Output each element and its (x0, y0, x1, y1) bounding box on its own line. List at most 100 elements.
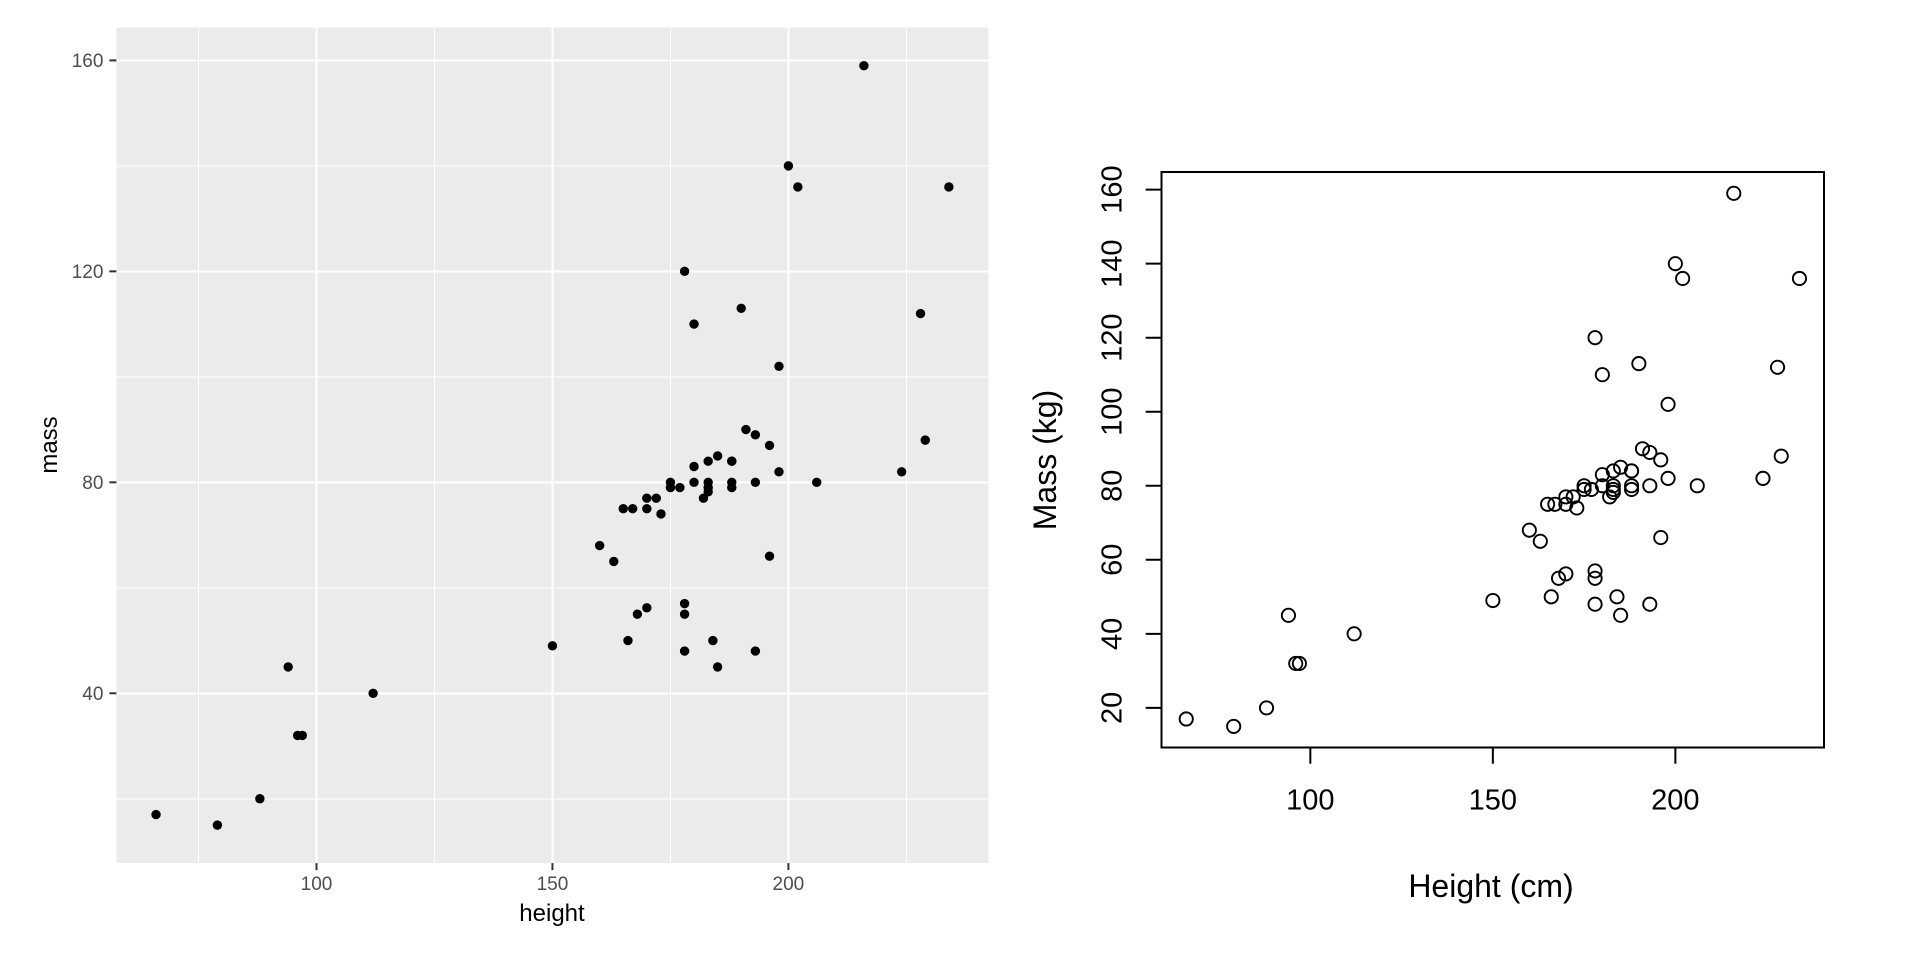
data-point (212, 820, 223, 830)
x-tick-label: 200 (1651, 785, 1699, 817)
data-point (1653, 530, 1669, 546)
data-point (1770, 359, 1786, 375)
data-point (609, 556, 619, 567)
data-point (1642, 596, 1658, 612)
data-point (1605, 478, 1621, 494)
data-point (1653, 452, 1669, 468)
data-point (727, 482, 737, 493)
data-point (1605, 481, 1621, 498)
data-point (665, 477, 676, 488)
data-point (1689, 478, 1705, 494)
data-point (1594, 367, 1610, 383)
y-tick-label: 40 (82, 684, 103, 705)
y-tick-label: 100 (1097, 388, 1129, 436)
data-point (594, 540, 605, 551)
data-point (689, 477, 699, 488)
data-point (703, 456, 713, 466)
y-tick-label: 160 (1097, 165, 1129, 213)
data-point (1609, 589, 1625, 605)
data-point (1576, 478, 1592, 494)
data-point (1624, 481, 1640, 498)
data-point (642, 493, 652, 503)
data-point (1558, 496, 1574, 512)
data-point (1613, 459, 1629, 475)
data-point (151, 809, 161, 820)
data-point (774, 467, 784, 477)
data-point (642, 603, 652, 613)
data-point (812, 477, 822, 488)
data-point (297, 730, 308, 741)
y-tick-label: 80 (1097, 470, 1129, 502)
data-point (675, 482, 685, 493)
data-point (736, 303, 746, 313)
data-point (656, 509, 666, 519)
data-point (1587, 330, 1603, 346)
data-point (1755, 470, 1771, 486)
data-point (1587, 570, 1603, 586)
data-point (1594, 467, 1610, 483)
data-point (1226, 718, 1242, 734)
y-tick-label: 40 (1097, 618, 1129, 650)
data-point (1583, 481, 1599, 498)
data-point (708, 635, 718, 646)
data-point (1576, 481, 1592, 498)
y-tick-label: 20 (1097, 692, 1129, 724)
left-y-axis-title: mass (36, 416, 63, 473)
x-tick-label: 100 (1286, 785, 1334, 817)
data-point (679, 646, 690, 656)
x-tick-label: 200 (773, 874, 805, 895)
right-y-axis-title: Mass (kg) (1027, 390, 1063, 530)
data-point (1291, 655, 1307, 671)
data-point (1642, 478, 1658, 494)
x-tick-label: 150 (537, 874, 569, 895)
data-point (896, 467, 907, 477)
data-point (764, 551, 775, 561)
data-point (1791, 270, 1808, 287)
y-tick-label: 140 (1097, 239, 1129, 287)
data-point (1485, 592, 1501, 609)
x-tick-label: 100 (301, 874, 333, 895)
data-point (651, 493, 661, 503)
data-point (1675, 270, 1691, 287)
y-tick-label: 120 (72, 262, 104, 283)
data-point (1660, 470, 1676, 486)
data-point (1660, 396, 1676, 412)
data-point (764, 440, 775, 451)
data-point (1642, 444, 1658, 460)
left-scatter-plot: 100 150 200 40 80 120 160 height mass (36, 27, 989, 927)
data-point (1587, 563, 1603, 579)
y-tick-label: 80 (82, 473, 103, 494)
data-point (1178, 711, 1194, 727)
data-point (1587, 596, 1603, 612)
data-point (1521, 522, 1537, 538)
data-point (1258, 700, 1275, 716)
data-point (750, 477, 761, 488)
data-point (1346, 626, 1362, 642)
data-point (679, 598, 690, 609)
data-point (1667, 256, 1683, 272)
data-point (1631, 356, 1647, 372)
data-point (255, 794, 265, 804)
data-point (783, 161, 794, 171)
data-point (547, 641, 558, 651)
y-tick-label: 120 (1097, 313, 1129, 361)
data-point (774, 361, 784, 371)
data-point (368, 688, 378, 698)
data-point (1726, 185, 1742, 201)
data-point (944, 182, 954, 192)
data-point (712, 662, 723, 672)
data-point (1532, 533, 1548, 549)
data-point (283, 662, 293, 672)
data-point (1613, 607, 1629, 623)
data-point (920, 435, 930, 445)
data-point (741, 424, 751, 435)
data-point (1773, 448, 1789, 464)
data-point (750, 430, 761, 440)
y-tick-label: 60 (1097, 544, 1129, 576)
plot-box (1160, 171, 1825, 749)
y-tick-label: 160 (72, 51, 104, 72)
data-point (689, 319, 699, 329)
data-point (642, 503, 652, 514)
